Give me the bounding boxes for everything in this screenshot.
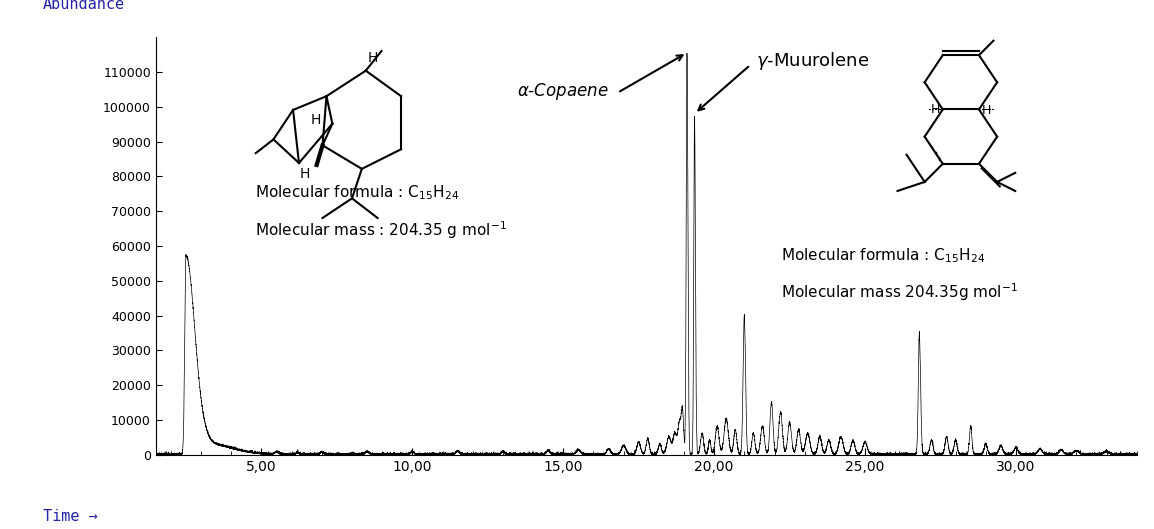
Text: Molecular mass 204.35g mol$^{-1}$: Molecular mass 204.35g mol$^{-1}$ — [780, 281, 1018, 303]
Text: $\alpha$-Copaene: $\alpha$-Copaene — [517, 80, 608, 102]
Text: Abundance: Abundance — [43, 0, 125, 12]
Text: Molecular formula : C$_{15}$H$_{24}$: Molecular formula : C$_{15}$H$_{24}$ — [780, 246, 984, 264]
Text: Time →: Time → — [43, 509, 98, 524]
Text: Molecular mass : 204.35 g mol$^{-1}$: Molecular mass : 204.35 g mol$^{-1}$ — [255, 219, 507, 241]
Text: $\gamma$-Muurolene: $\gamma$-Muurolene — [756, 50, 870, 72]
Text: Molecular formula : C$_{15}$H$_{24}$: Molecular formula : C$_{15}$H$_{24}$ — [255, 183, 459, 202]
